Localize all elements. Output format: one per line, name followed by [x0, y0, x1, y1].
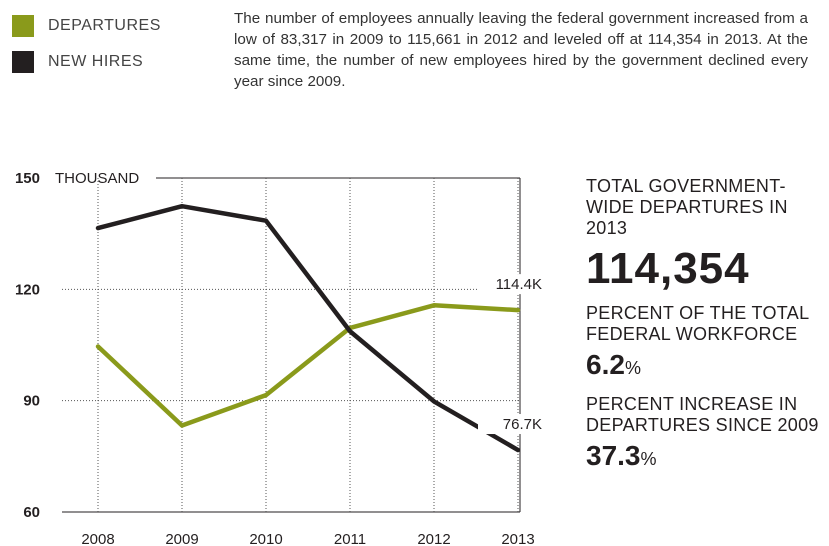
percent-sign: %	[640, 449, 657, 469]
end-label-bg	[478, 414, 544, 435]
stat-increase-value: 37.3	[586, 440, 641, 471]
y-tick-label: 150	[15, 170, 40, 187]
intro-text: The number of employees annually leaving…	[234, 10, 808, 90]
x-tick-label: 2010	[249, 531, 282, 546]
legend-swatch-new-hires	[12, 51, 34, 73]
legend-label-new-hires: NEW HIRES	[48, 53, 144, 70]
x-tick-label: 2013	[501, 531, 534, 546]
y-tick-label: 60	[23, 504, 40, 521]
stat-workforce-percent: 6.2%	[586, 349, 826, 384]
y-tick-label: 90	[23, 393, 40, 410]
stat-total-departures-value: 114,354	[586, 244, 750, 293]
percent-sign: %	[624, 358, 641, 378]
legend-item-departures: DEPARTURES	[12, 8, 161, 44]
stats-sidebar: TOTAL GOVERNMENT-WIDE DEPARTURES IN 2013…	[586, 176, 826, 485]
series-line-departures	[95, 303, 521, 428]
legend-item-new-hires: NEW HIRES	[12, 44, 161, 80]
x-tick-label: 2009	[165, 531, 198, 546]
y-tick-label: 120	[15, 281, 40, 298]
stat-total-departures-label: TOTAL GOVERNMENT-WIDE DEPARTURES IN 2013	[586, 176, 788, 238]
end-value-label: 76.7K	[503, 416, 542, 433]
legend: DEPARTURES NEW HIRES	[12, 8, 161, 80]
stat-workforce-percent-value: 6.2	[586, 349, 625, 380]
y-unit-label: THOUSAND	[55, 170, 139, 187]
end-value-label: 114.4K	[496, 276, 542, 293]
x-tick-label: 2008	[81, 531, 114, 546]
stat-increase: 37.3%	[586, 440, 826, 475]
end-label-bg	[478, 274, 544, 295]
legend-swatch-departures	[12, 15, 34, 37]
x-tick-label: 2011	[334, 531, 366, 546]
stat-workforce-percent-label: PERCENT OF THE TOTAL FEDERAL WORKFORCE	[586, 303, 809, 344]
series-line-new-hires	[95, 203, 521, 453]
legend-label-departures: DEPARTURES	[48, 17, 161, 34]
x-tick-label: 2012	[417, 531, 450, 546]
stat-increase-label: PERCENT INCREASE IN DEPARTURES SINCE 200…	[586, 394, 819, 435]
